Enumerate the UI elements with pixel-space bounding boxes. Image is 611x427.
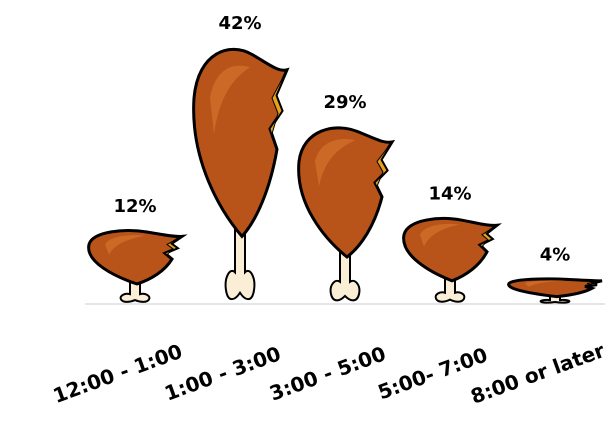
meat bbox=[299, 128, 392, 257]
x-tick-label: 3:00 - 5:00 bbox=[266, 341, 389, 405]
drumstick bbox=[194, 49, 287, 299]
bone bbox=[121, 275, 150, 302]
meat bbox=[194, 49, 287, 236]
value-label: 29% bbox=[323, 92, 366, 113]
drumstick bbox=[299, 128, 392, 300]
bite bbox=[270, 70, 287, 149]
value-label: 14% bbox=[428, 184, 471, 205]
bite bbox=[165, 236, 182, 259]
meat-shade bbox=[420, 223, 460, 247]
bone bbox=[331, 236, 360, 301]
meat-shade bbox=[315, 139, 355, 187]
x-tick-label: 12:00 - 1:00 bbox=[50, 339, 186, 408]
meat bbox=[404, 218, 497, 280]
drumstick bbox=[89, 231, 182, 302]
bone bbox=[541, 294, 570, 303]
value-label: 12% bbox=[113, 196, 156, 217]
x-tick-label: 8:00 or later bbox=[467, 338, 607, 409]
meat-shade bbox=[525, 280, 565, 287]
bite bbox=[375, 142, 392, 197]
bone bbox=[436, 271, 465, 302]
drumstick bbox=[404, 218, 497, 301]
value-label: 4% bbox=[540, 245, 571, 266]
drumstick bbox=[509, 279, 602, 303]
bite bbox=[480, 225, 497, 251]
meat-shade bbox=[105, 235, 145, 255]
meat bbox=[89, 231, 182, 284]
value-label: 42% bbox=[218, 13, 261, 34]
bone bbox=[226, 206, 255, 300]
meat-shade bbox=[210, 65, 250, 134]
